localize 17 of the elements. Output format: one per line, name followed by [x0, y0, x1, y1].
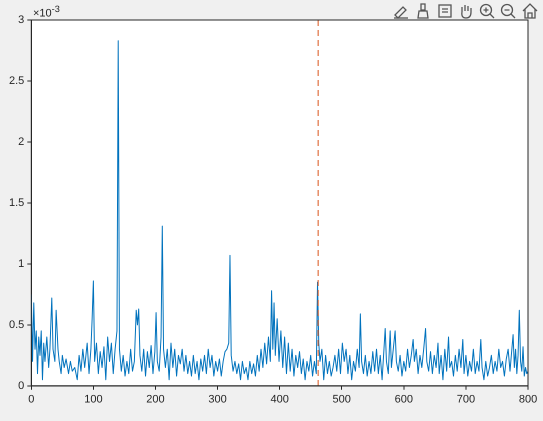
y-tick-label: 2	[18, 136, 24, 148]
x-tick-label: 800	[518, 393, 538, 406]
y-tick-label: 3	[18, 14, 24, 26]
x-tick-label: 300	[208, 393, 227, 406]
x-tick-label: 500	[332, 393, 351, 406]
y-tick-label: 0.5	[8, 318, 24, 331]
x-tick-label: 600	[394, 393, 414, 406]
x-tick-label: 0	[28, 393, 34, 406]
y-tick-label: 2.5	[8, 75, 24, 87]
x-tick-label: 200	[146, 393, 165, 406]
y-tick-label: 1	[18, 258, 24, 270]
x-tick-label: 100	[84, 393, 103, 406]
x-tick-label: 400	[270, 393, 289, 406]
x-tick-label: 700	[456, 393, 476, 406]
y-tick-label: 1.5	[8, 196, 24, 209]
text: ×10$^{-3}$	[33, 4, 60, 20]
y-tick-label: 0	[18, 380, 24, 392]
